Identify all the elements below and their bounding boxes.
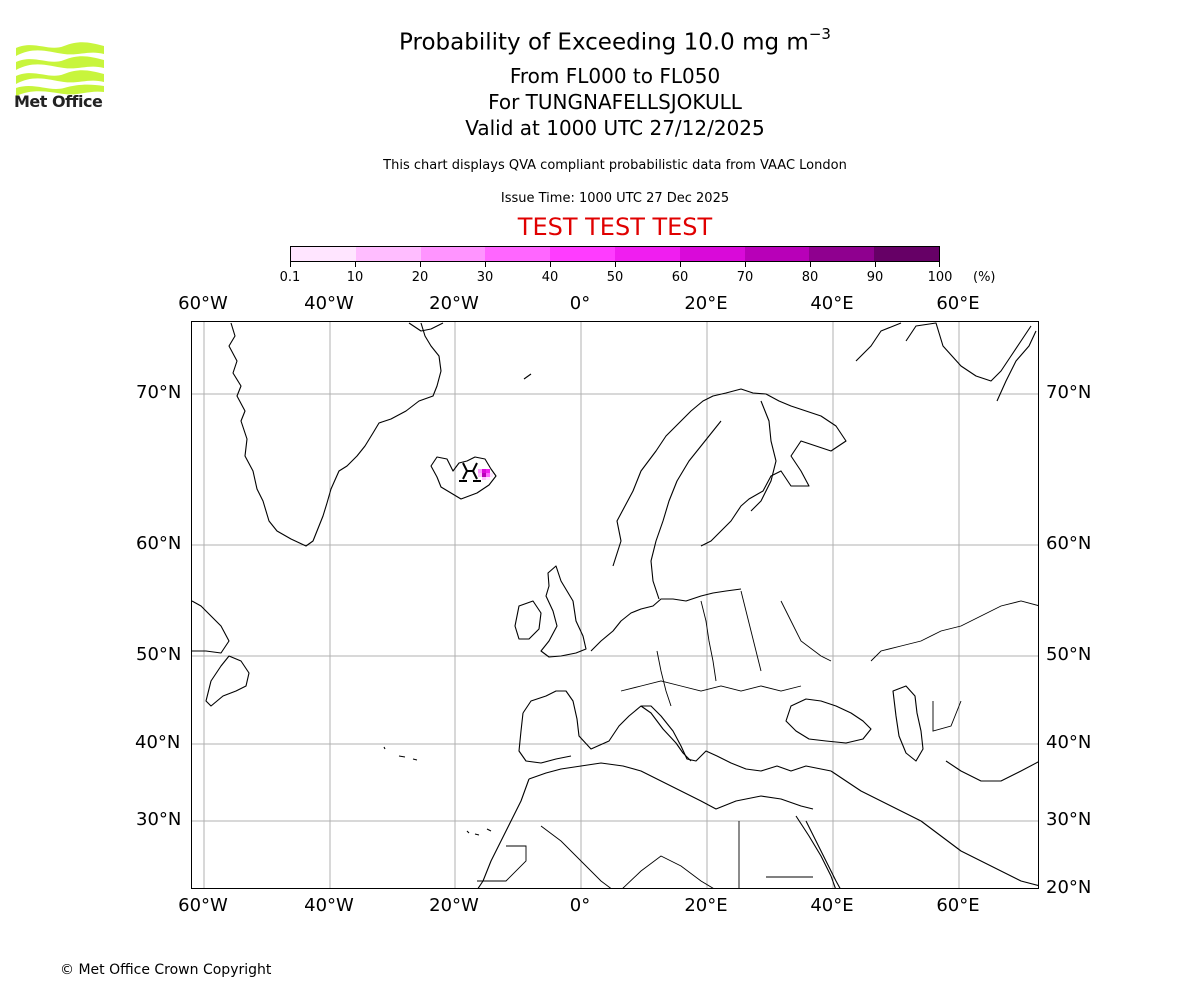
copyright: © Met Office Crown Copyright [60,962,272,978]
colorbar-tick-label: 0.1 [279,270,301,285]
colorbar-tick [745,262,746,267]
colorbar-tick-label: 10 [346,270,364,285]
lon-label: 60°W [178,293,228,314]
title-main: Probability of Exceeding 10.0 mg m [399,29,809,56]
lon-label: 40°E [810,293,854,314]
map-canvas [192,322,1038,888]
lon-label: 0° [569,895,591,916]
lat-label: 40°N [135,732,181,753]
lon-label: 0° [569,293,591,314]
colorbar-segment [420,247,486,261]
valid-time: Valid at 1000 UTC 27/12/2025 [465,116,765,140]
lon-label: 40°E [810,895,854,916]
colorbar-tick-label: 60 [671,270,689,285]
lat-label: 60°N [1046,533,1092,554]
lat-label: 50°N [1046,644,1092,665]
lon-label: 20°E [684,895,728,916]
lon-label: 20°W [429,895,479,916]
lon-label: 20°E [684,293,728,314]
colorbar-segment [550,247,615,261]
colorbar-segment [291,247,356,261]
colorbar-tick [550,262,551,267]
country-borders [477,590,1038,888]
colorbar-tick-label: 80 [801,270,819,285]
colorbar-tick [810,262,811,267]
colorbar-segment [874,247,939,261]
volcano-name: For TUNGNAFELLSJOKULL [488,90,742,114]
colorbar-segment [809,247,875,261]
colorbar-tick-label: 40 [541,270,559,285]
lon-label: 60°W [178,895,228,916]
colorbar [290,246,940,262]
colorbar-tick-label: 30 [476,270,494,285]
colorbar-tick [680,262,681,267]
colorbar-tick [420,262,421,267]
met-office-logo-icon [16,42,104,96]
chart-title: Probability of Exceeding 10.0 mg m−3 [0,25,1200,56]
colorbar-tick-label: 20 [411,270,429,285]
colorbar-tick [355,262,356,267]
lat-label: 50°N [136,644,182,665]
lon-label: 20°W [429,293,479,314]
ash-plume [478,469,493,480]
colorbar-tick [875,262,876,267]
colorbar-tick [615,262,616,267]
met-office-logo-text: Met Office [14,92,103,111]
volcano-marker-icon [459,462,481,482]
colorbar-tick-label: 90 [866,270,884,285]
colorbar-tick [290,262,291,267]
colorbar-tick [485,262,486,267]
map-panel[interactable] [191,321,1039,889]
colorbar-tick-label: 70 [736,270,754,285]
coastlines [192,322,1038,888]
lat-label: 70°N [136,382,182,403]
data-source-note: This chart displays QVA compliant probab… [383,158,847,173]
colorbar-segment [679,247,745,261]
colorbar-segment [355,247,421,261]
lon-label: 60°E [936,293,980,314]
lat-label: 60°N [136,533,182,554]
lat-label: 20°N [1046,877,1092,898]
lon-label: 40°W [304,895,354,916]
lat-label: 30°N [136,809,182,830]
title-superscript: −3 [808,25,831,43]
flight-level-range: From FL000 to FL050 [509,64,721,88]
colorbar-tick-label: 100 [927,270,953,285]
colorbar-segment [614,247,680,261]
colorbar-tick [939,262,940,267]
colorbar-tick-label: 50 [606,270,624,285]
lat-label: 30°N [1046,809,1092,830]
issue-time: Issue Time: 1000 UTC 27 Dec 2025 [500,191,730,206]
colorbar-segment [485,247,551,261]
colorbar-unit: (%) [973,270,996,285]
lon-label: 40°W [304,293,354,314]
lon-label: 60°E [936,895,980,916]
colorbar-segment [744,247,810,261]
lat-label: 40°N [1046,732,1092,753]
gridlines [192,322,1038,888]
test-banner: TEST TEST TEST [517,213,713,241]
lat-label: 70°N [1046,382,1092,403]
